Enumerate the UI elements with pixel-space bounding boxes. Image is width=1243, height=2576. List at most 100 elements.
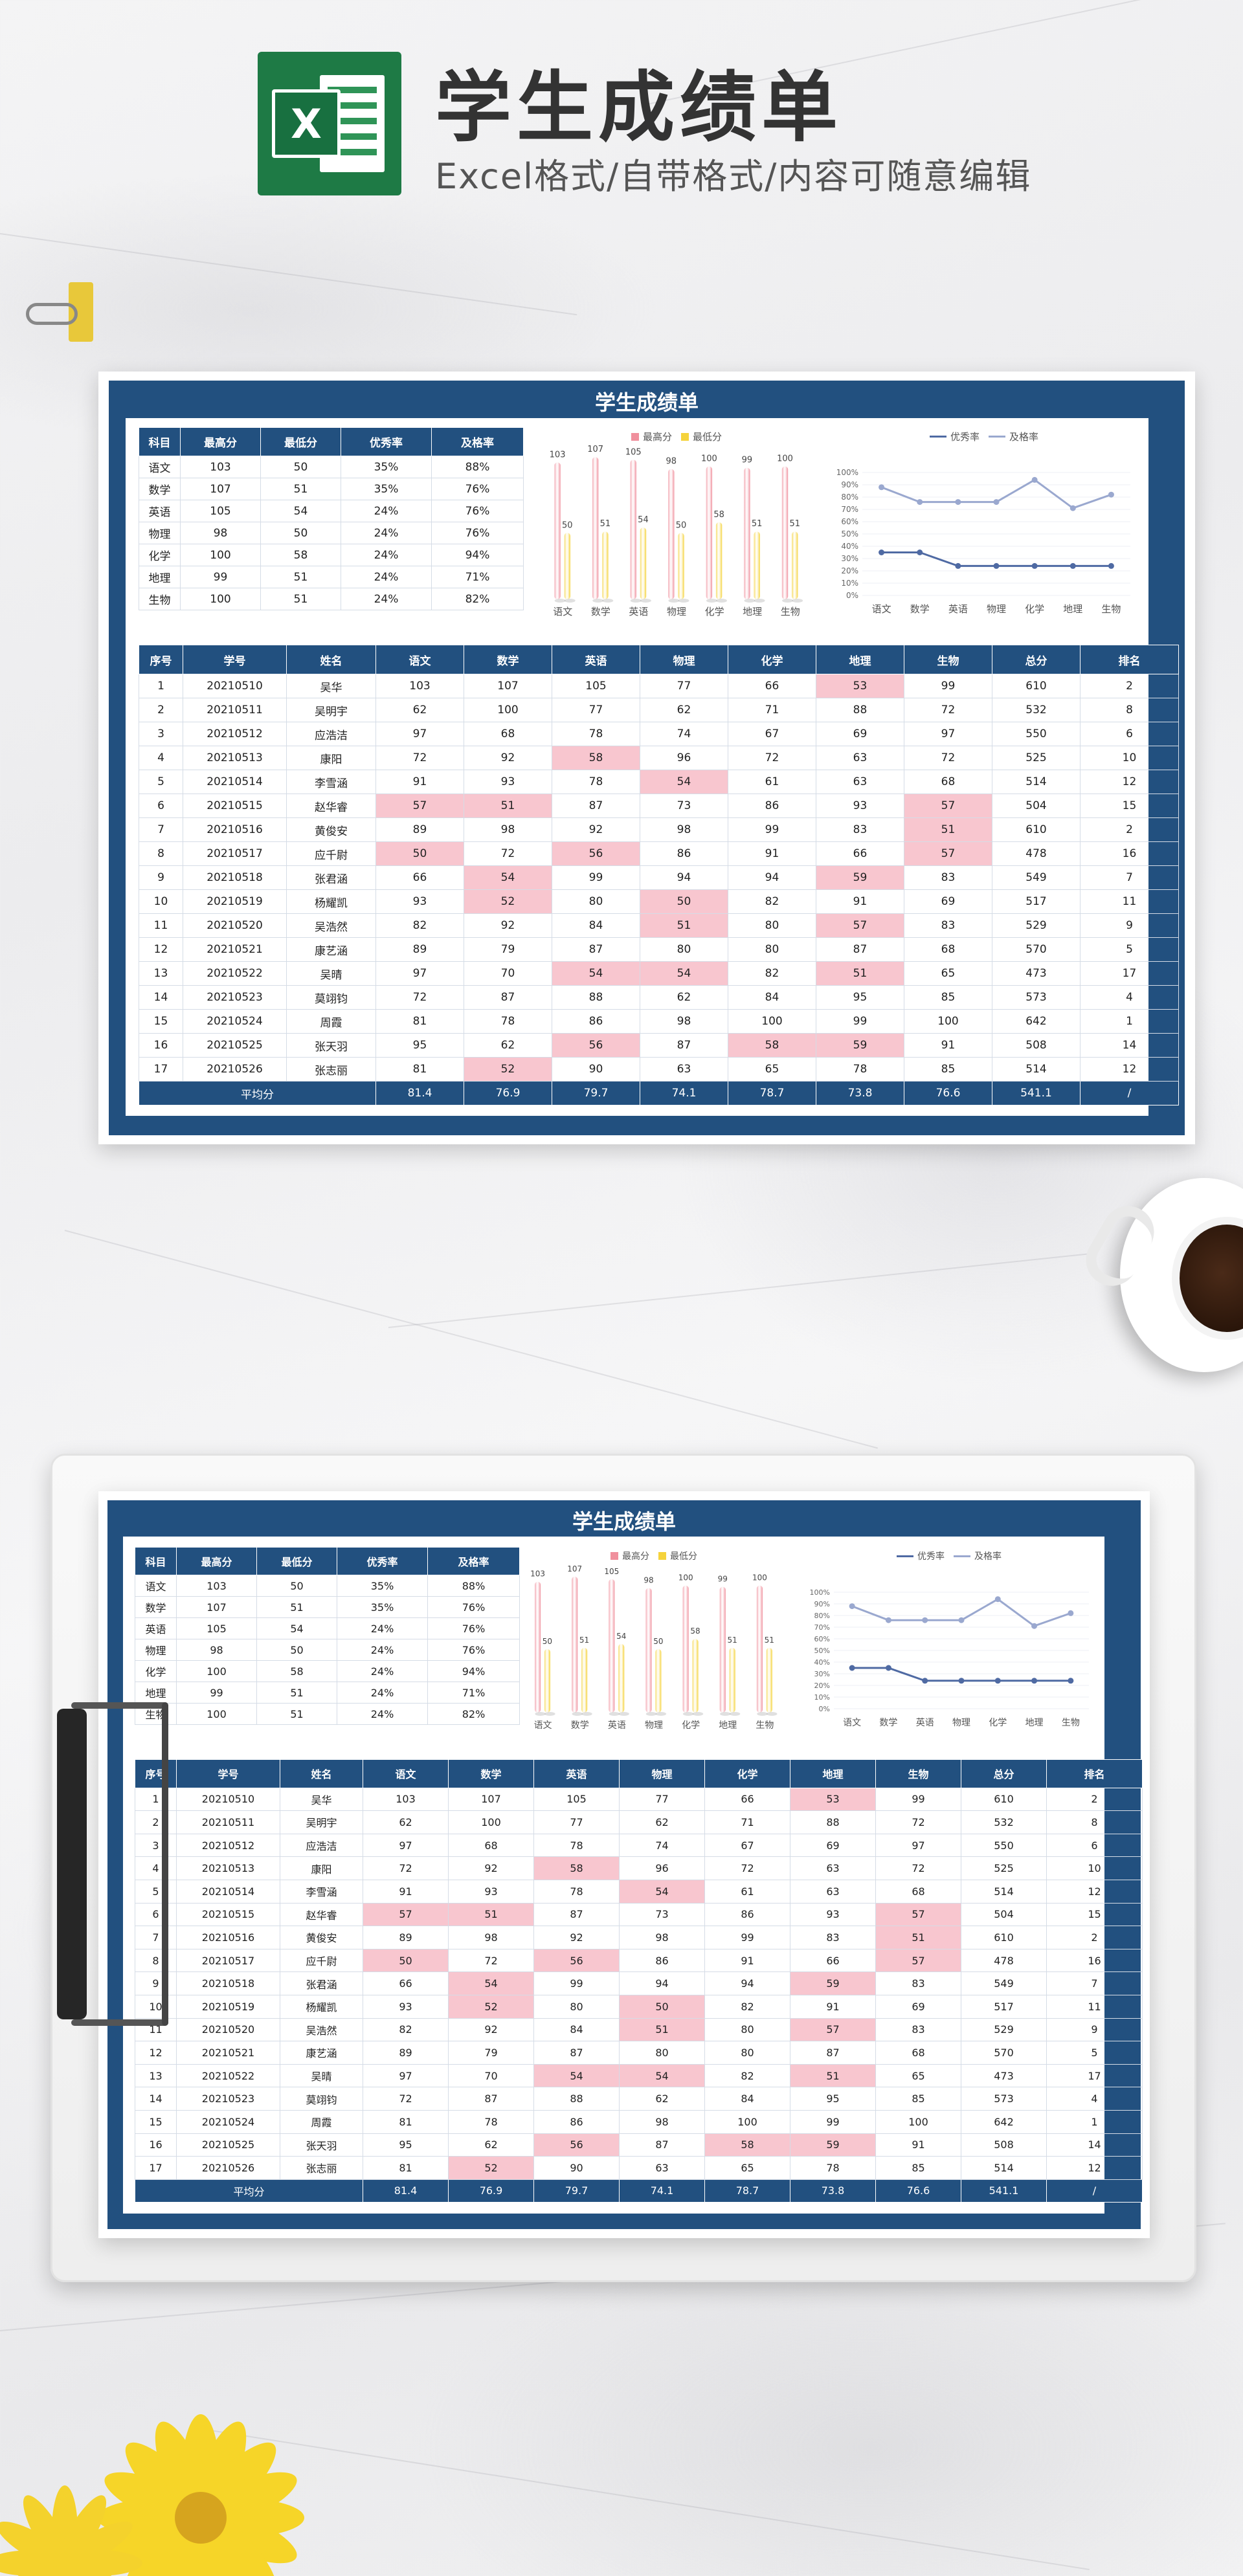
scores-cell: 62 — [640, 698, 728, 722]
summary-row: 化学 100 58 24% 94% — [135, 1660, 520, 1682]
legend-label: 最高分 — [642, 431, 672, 443]
scores-cell: 97 — [363, 1833, 449, 1858]
scores-cell: 黄俊安 — [286, 817, 376, 842]
summary-cell: 化学 — [139, 544, 181, 566]
scores-cell: 82 — [704, 1994, 790, 2019]
scores-header-cell: 数学 — [464, 645, 552, 674]
bar-0 — [719, 1586, 726, 1713]
average-cell: 76.6 — [875, 2179, 961, 2203]
summary-cell: 88% — [427, 1575, 520, 1597]
scores-cell: 52 — [448, 2156, 534, 2180]
scores-cell: 89 — [375, 937, 464, 962]
scores-cell: 康阳 — [286, 746, 376, 770]
scores-header-cell: 数学 — [448, 1759, 534, 1788]
scores-cell: 57 — [875, 1902, 961, 1927]
y-tick-label: 80% — [841, 493, 858, 502]
bar-category-label: 英语 — [608, 1720, 626, 1731]
scores-cell: 97 — [375, 961, 464, 986]
summary-cell: 英语 — [135, 1617, 177, 1639]
scores-cell: 65 — [728, 1057, 816, 1082]
scores-cell: 85 — [875, 2156, 961, 2180]
summary-row: 数学 107 51 35% 76% — [139, 478, 524, 500]
scores-cell: 81 — [375, 1009, 464, 1034]
summary-cell: 82% — [431, 588, 524, 610]
scores-cell: 51 — [619, 2017, 705, 2042]
scores-cell: 79 — [464, 937, 552, 962]
scores-cell: 95 — [790, 2087, 876, 2111]
scores-cell: 86 — [619, 1948, 705, 1973]
scores-cell: 10 — [139, 889, 183, 914]
scores-header-cell: 总分 — [992, 645, 1081, 674]
bar-value-label: 54 — [638, 515, 649, 525]
scores-cell: 吴明宇 — [280, 1810, 363, 1834]
y-tick-label: 40% — [841, 542, 858, 551]
summary-row: 语文 103 50 35% 88% — [139, 456, 524, 478]
scores-cell: 20210519 — [183, 889, 287, 914]
summary-cell: 105 — [176, 1617, 257, 1639]
bar-0 — [706, 466, 713, 599]
scores-cell: 20210517 — [176, 1948, 280, 1973]
bar-shadow — [792, 599, 803, 603]
scores-cell: 5 — [1046, 2041, 1143, 2065]
scores-cell: 13 — [135, 2063, 177, 2088]
legend-line-icon — [929, 436, 946, 438]
summary-cell: 24% — [341, 544, 432, 566]
summary-cell: 语文 — [139, 456, 181, 478]
scores-cell: 20210513 — [183, 746, 287, 770]
scores-header-cell: 排名 — [1080, 645, 1179, 674]
scores-cell: 17 — [1080, 961, 1179, 986]
scores-cell: 20210515 — [176, 1902, 280, 1927]
scores-cell: 97 — [904, 722, 992, 746]
line-category-label: 语文 — [843, 1718, 861, 1728]
scores-cell: 17 — [139, 1057, 183, 1082]
scores-cell: 98 — [464, 817, 552, 842]
scores-cell: 78 — [816, 1057, 904, 1082]
scores-cell: 62 — [375, 698, 464, 722]
summary-cell: 100 — [176, 1703, 257, 1725]
average-cell: 平均分 — [135, 2179, 363, 2203]
average-cell: 74.1 — [640, 1081, 728, 1105]
scores-row: 16 20210525 张天羽 95 62 56 87 58 59 91 508 14 — [135, 2133, 1143, 2157]
average-row: 平均分 81.4 76.9 79.7 74.1 78.7 73.8 76.6 541.1/ — [139, 1081, 1179, 1105]
scores-cell: 78 — [533, 1879, 620, 1904]
scores-cell: 88 — [533, 2087, 620, 2111]
bar-0 — [744, 467, 750, 599]
bar-value-label: 50 — [543, 1637, 552, 1646]
y-tick-label: 50% — [841, 529, 858, 539]
scores-cell: 84 — [704, 2087, 790, 2111]
scores-cell: 91 — [875, 2133, 961, 2157]
scores-cell: 53 — [790, 1787, 876, 1812]
scores-cell: 100 — [904, 1009, 992, 1034]
scores-cell: 54 — [464, 865, 552, 890]
scores-cell: 473 — [961, 2063, 1047, 2088]
summary-cell: 50 — [260, 456, 341, 478]
scores-cell: 93 — [464, 770, 552, 794]
scores-cell: 83 — [904, 865, 992, 890]
summary-header-cell: 最低分 — [260, 427, 341, 456]
y-tick-label: 90% — [841, 480, 858, 489]
scores-cell: 78 — [464, 1009, 552, 1034]
scores-cell: 20210511 — [176, 1810, 280, 1834]
scores-cell: 91 — [728, 841, 816, 866]
summary-cell: 76% — [427, 1617, 520, 1639]
scores-header-cell: 生物 — [904, 645, 992, 674]
summary-table-1: 科目 最高分 最低分 优秀率 及格率 语文 103 50 35% 88% 数学 107 51 35% 76%… — [139, 427, 524, 610]
legend-label: 最低分 — [670, 1551, 697, 1562]
bar-shadow — [535, 1712, 546, 1716]
scores-cell: 66 — [790, 1948, 876, 1973]
scores-cell: 65 — [904, 961, 992, 986]
scores-cell: 莫翊钧 — [286, 985, 376, 1010]
scores-cell: 99 — [875, 1787, 961, 1812]
summary-cell: 100 — [180, 588, 261, 610]
line-point — [917, 550, 923, 555]
summary-cell: 24% — [341, 588, 432, 610]
summary-cell: 英语 — [139, 500, 181, 522]
bar-shadow — [655, 1712, 667, 1716]
legend-label: 最低分 — [693, 431, 722, 443]
summary-row: 语文 103 50 35% 88% — [135, 1575, 520, 1597]
bar-shadow — [668, 599, 680, 603]
bar-shadow — [678, 599, 689, 603]
average-cell: 74.1 — [619, 2179, 705, 2203]
scores-cell: 92 — [448, 1856, 534, 1880]
scores-cell: 50 — [363, 1948, 449, 1973]
